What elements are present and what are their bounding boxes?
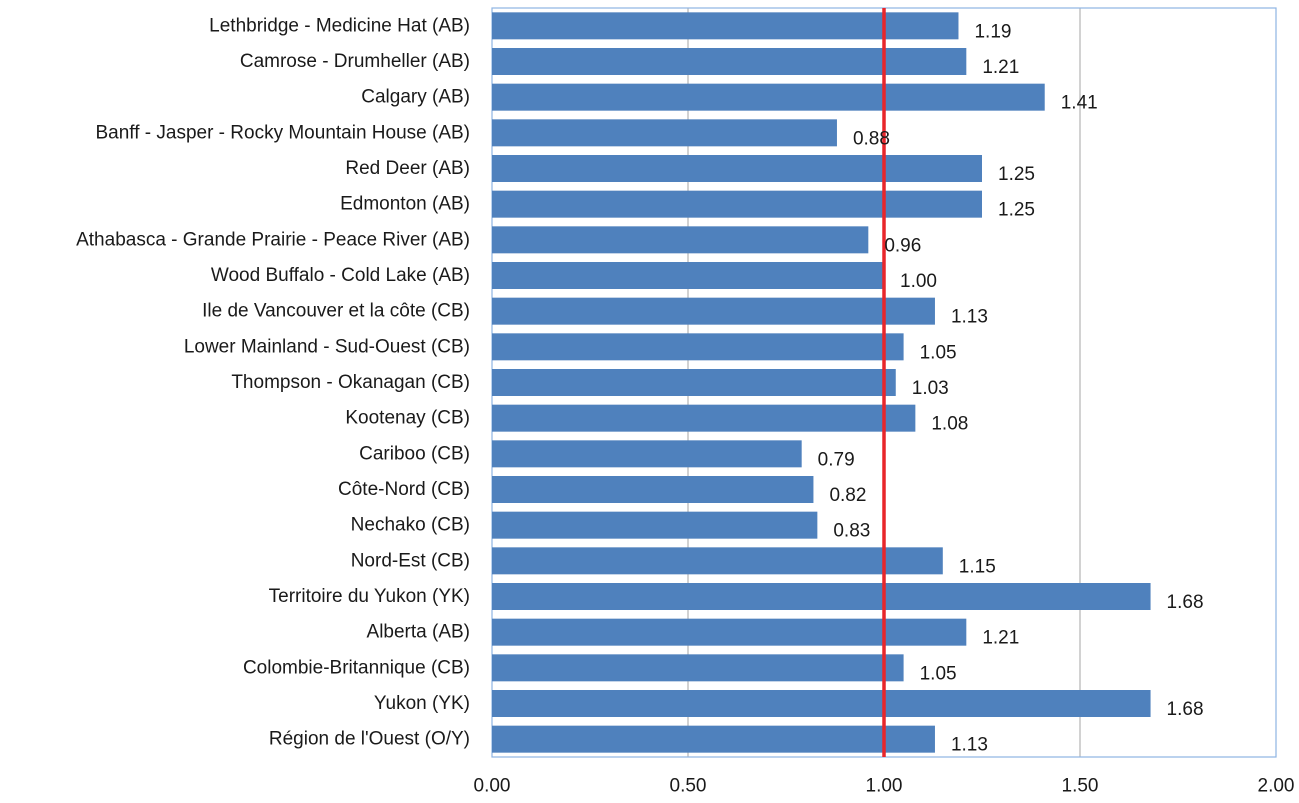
category-label: Camrose - Drumheller (AB): [240, 51, 470, 72]
category-label: Colombie-Britannique (CB): [243, 657, 470, 678]
bar: [492, 119, 837, 147]
value-label: 1.21: [982, 628, 1019, 649]
category-label: Thompson - Okanagan (CB): [231, 372, 470, 393]
value-label: 1.68: [1167, 592, 1204, 613]
x-tick-label: 1.00: [866, 776, 903, 797]
bar: [492, 369, 896, 396]
bar: [492, 476, 814, 503]
category-label: Lethbridge - Medicine Hat (AB): [209, 15, 470, 36]
category-label: Banff - Jasper - Rocky Mountain House (A…: [95, 122, 470, 143]
bar: [492, 333, 904, 361]
value-label: 1.15: [959, 556, 996, 577]
category-label: Wood Buffalo - Cold Lake (AB): [211, 265, 470, 286]
category-label: Edmonton (AB): [340, 194, 470, 215]
bar: [492, 12, 959, 40]
value-label: 1.05: [920, 663, 957, 684]
bar: [492, 262, 884, 289]
value-label: 1.08: [931, 414, 968, 435]
value-label: 1.13: [951, 735, 988, 756]
bar: [492, 440, 802, 468]
category-label: Région de l'Ouest (O/Y): [269, 729, 470, 750]
bar: [492, 404, 916, 432]
category-label: Yukon (YK): [374, 693, 470, 714]
category-label: Nechako (CB): [351, 515, 470, 536]
bar: [492, 654, 904, 682]
category-label: Côte-Nord (CB): [338, 479, 470, 500]
x-tick-label: 2.00: [1258, 776, 1295, 797]
category-label: Calgary (AB): [361, 87, 470, 108]
category-label: Lower Mainland - Sud-Ouest (CB): [184, 336, 470, 357]
value-label: 1.21: [982, 57, 1019, 78]
bar: [492, 297, 935, 325]
value-label: 0.82: [829, 485, 866, 506]
value-label: 1.03: [912, 378, 949, 399]
value-label: 1.00: [900, 271, 937, 292]
bar: [492, 226, 869, 254]
category-label: Athabasca - Grande Prairie - Peace River…: [76, 229, 470, 250]
bar: [492, 618, 967, 646]
category-label: Ile de Vancouver et la côte (CB): [202, 301, 470, 322]
value-label: 1.41: [1061, 93, 1098, 114]
value-label: 1.25: [998, 164, 1035, 185]
value-label: 1.19: [974, 21, 1011, 42]
bar: [492, 155, 982, 182]
x-tick-label: 1.50: [1062, 776, 1099, 797]
bar: [492, 83, 1045, 111]
bar: [492, 725, 935, 753]
category-label: Red Deer (AB): [345, 158, 470, 179]
category-label: Cariboo (CB): [359, 443, 470, 464]
value-label: 0.96: [884, 235, 921, 256]
bar: [492, 190, 982, 218]
x-tick-label: 0.00: [474, 776, 511, 797]
value-label: 1.05: [920, 342, 957, 363]
value-label: 1.13: [951, 307, 988, 328]
bar: [492, 583, 1151, 610]
category-label: Kootenay (CB): [345, 408, 470, 429]
value-label: 0.88: [853, 128, 890, 149]
value-label: 1.25: [998, 200, 1035, 221]
bar: [492, 48, 967, 75]
category-label: Territoire du Yukon (YK): [269, 586, 470, 607]
category-label: Alberta (AB): [367, 622, 470, 643]
x-tick-label: 0.50: [670, 776, 707, 797]
bar: [492, 547, 943, 575]
bar: [492, 511, 818, 539]
value-label: 0.79: [818, 449, 855, 470]
bar: [492, 690, 1151, 717]
value-label: 1.68: [1167, 699, 1204, 720]
value-label: 0.83: [833, 521, 870, 542]
category-label: Nord-Est (CB): [351, 550, 470, 571]
